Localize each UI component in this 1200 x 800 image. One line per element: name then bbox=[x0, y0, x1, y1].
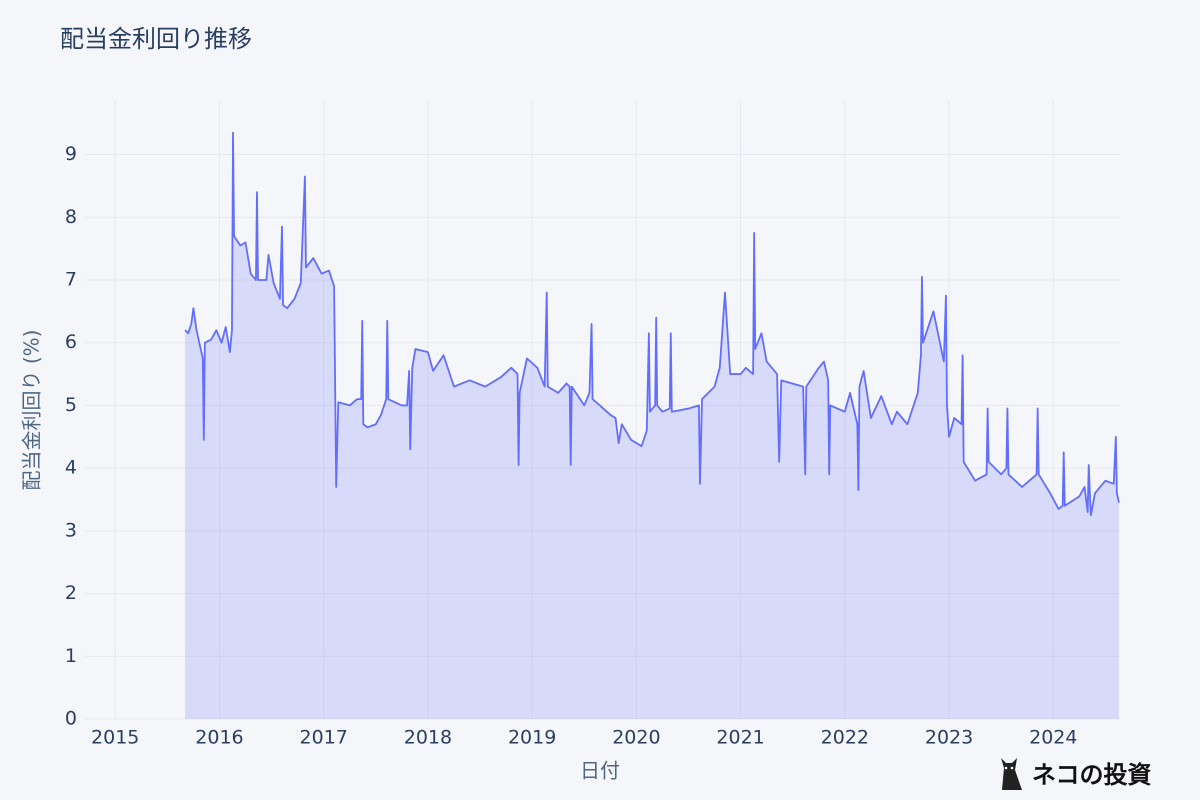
y-tick-label: 9 bbox=[65, 143, 77, 165]
x-tick-label: 2016 bbox=[195, 727, 243, 749]
x-tick-label: 2023 bbox=[925, 727, 973, 749]
watermark: ネコの投資 bbox=[1032, 761, 1152, 789]
y-tick-label: 5 bbox=[65, 394, 77, 416]
x-tick-label: 2019 bbox=[508, 727, 556, 749]
x-tick-label: 2015 bbox=[91, 727, 139, 749]
chart-title: 配当金利回り推移 bbox=[60, 25, 252, 53]
y-tick-label: 2 bbox=[65, 582, 77, 604]
y-tick-label: 0 bbox=[65, 708, 77, 730]
x-tick-label: 2018 bbox=[404, 727, 452, 749]
x-axis-label: 日付 bbox=[580, 759, 620, 783]
x-tick-label: 2022 bbox=[821, 727, 869, 749]
area bbox=[185, 132, 1119, 720]
x-tick-label: 2024 bbox=[1029, 727, 1077, 749]
y-tick-label: 6 bbox=[65, 331, 77, 353]
y-tick-label: 3 bbox=[65, 519, 77, 541]
watermark-icon bbox=[1001, 758, 1022, 790]
y-tick-label: 7 bbox=[65, 268, 77, 290]
y-axis-label: 配当金利回り (%) bbox=[20, 330, 44, 491]
y-tick-label: 8 bbox=[65, 206, 77, 228]
y-tick-label: 4 bbox=[65, 457, 77, 479]
x-tick-label: 2021 bbox=[716, 727, 764, 749]
x-tick-label: 2020 bbox=[612, 727, 660, 749]
x-tick-label: 2017 bbox=[300, 727, 348, 749]
y-tick-label: 1 bbox=[65, 645, 77, 667]
line bbox=[184, 131, 1120, 517]
